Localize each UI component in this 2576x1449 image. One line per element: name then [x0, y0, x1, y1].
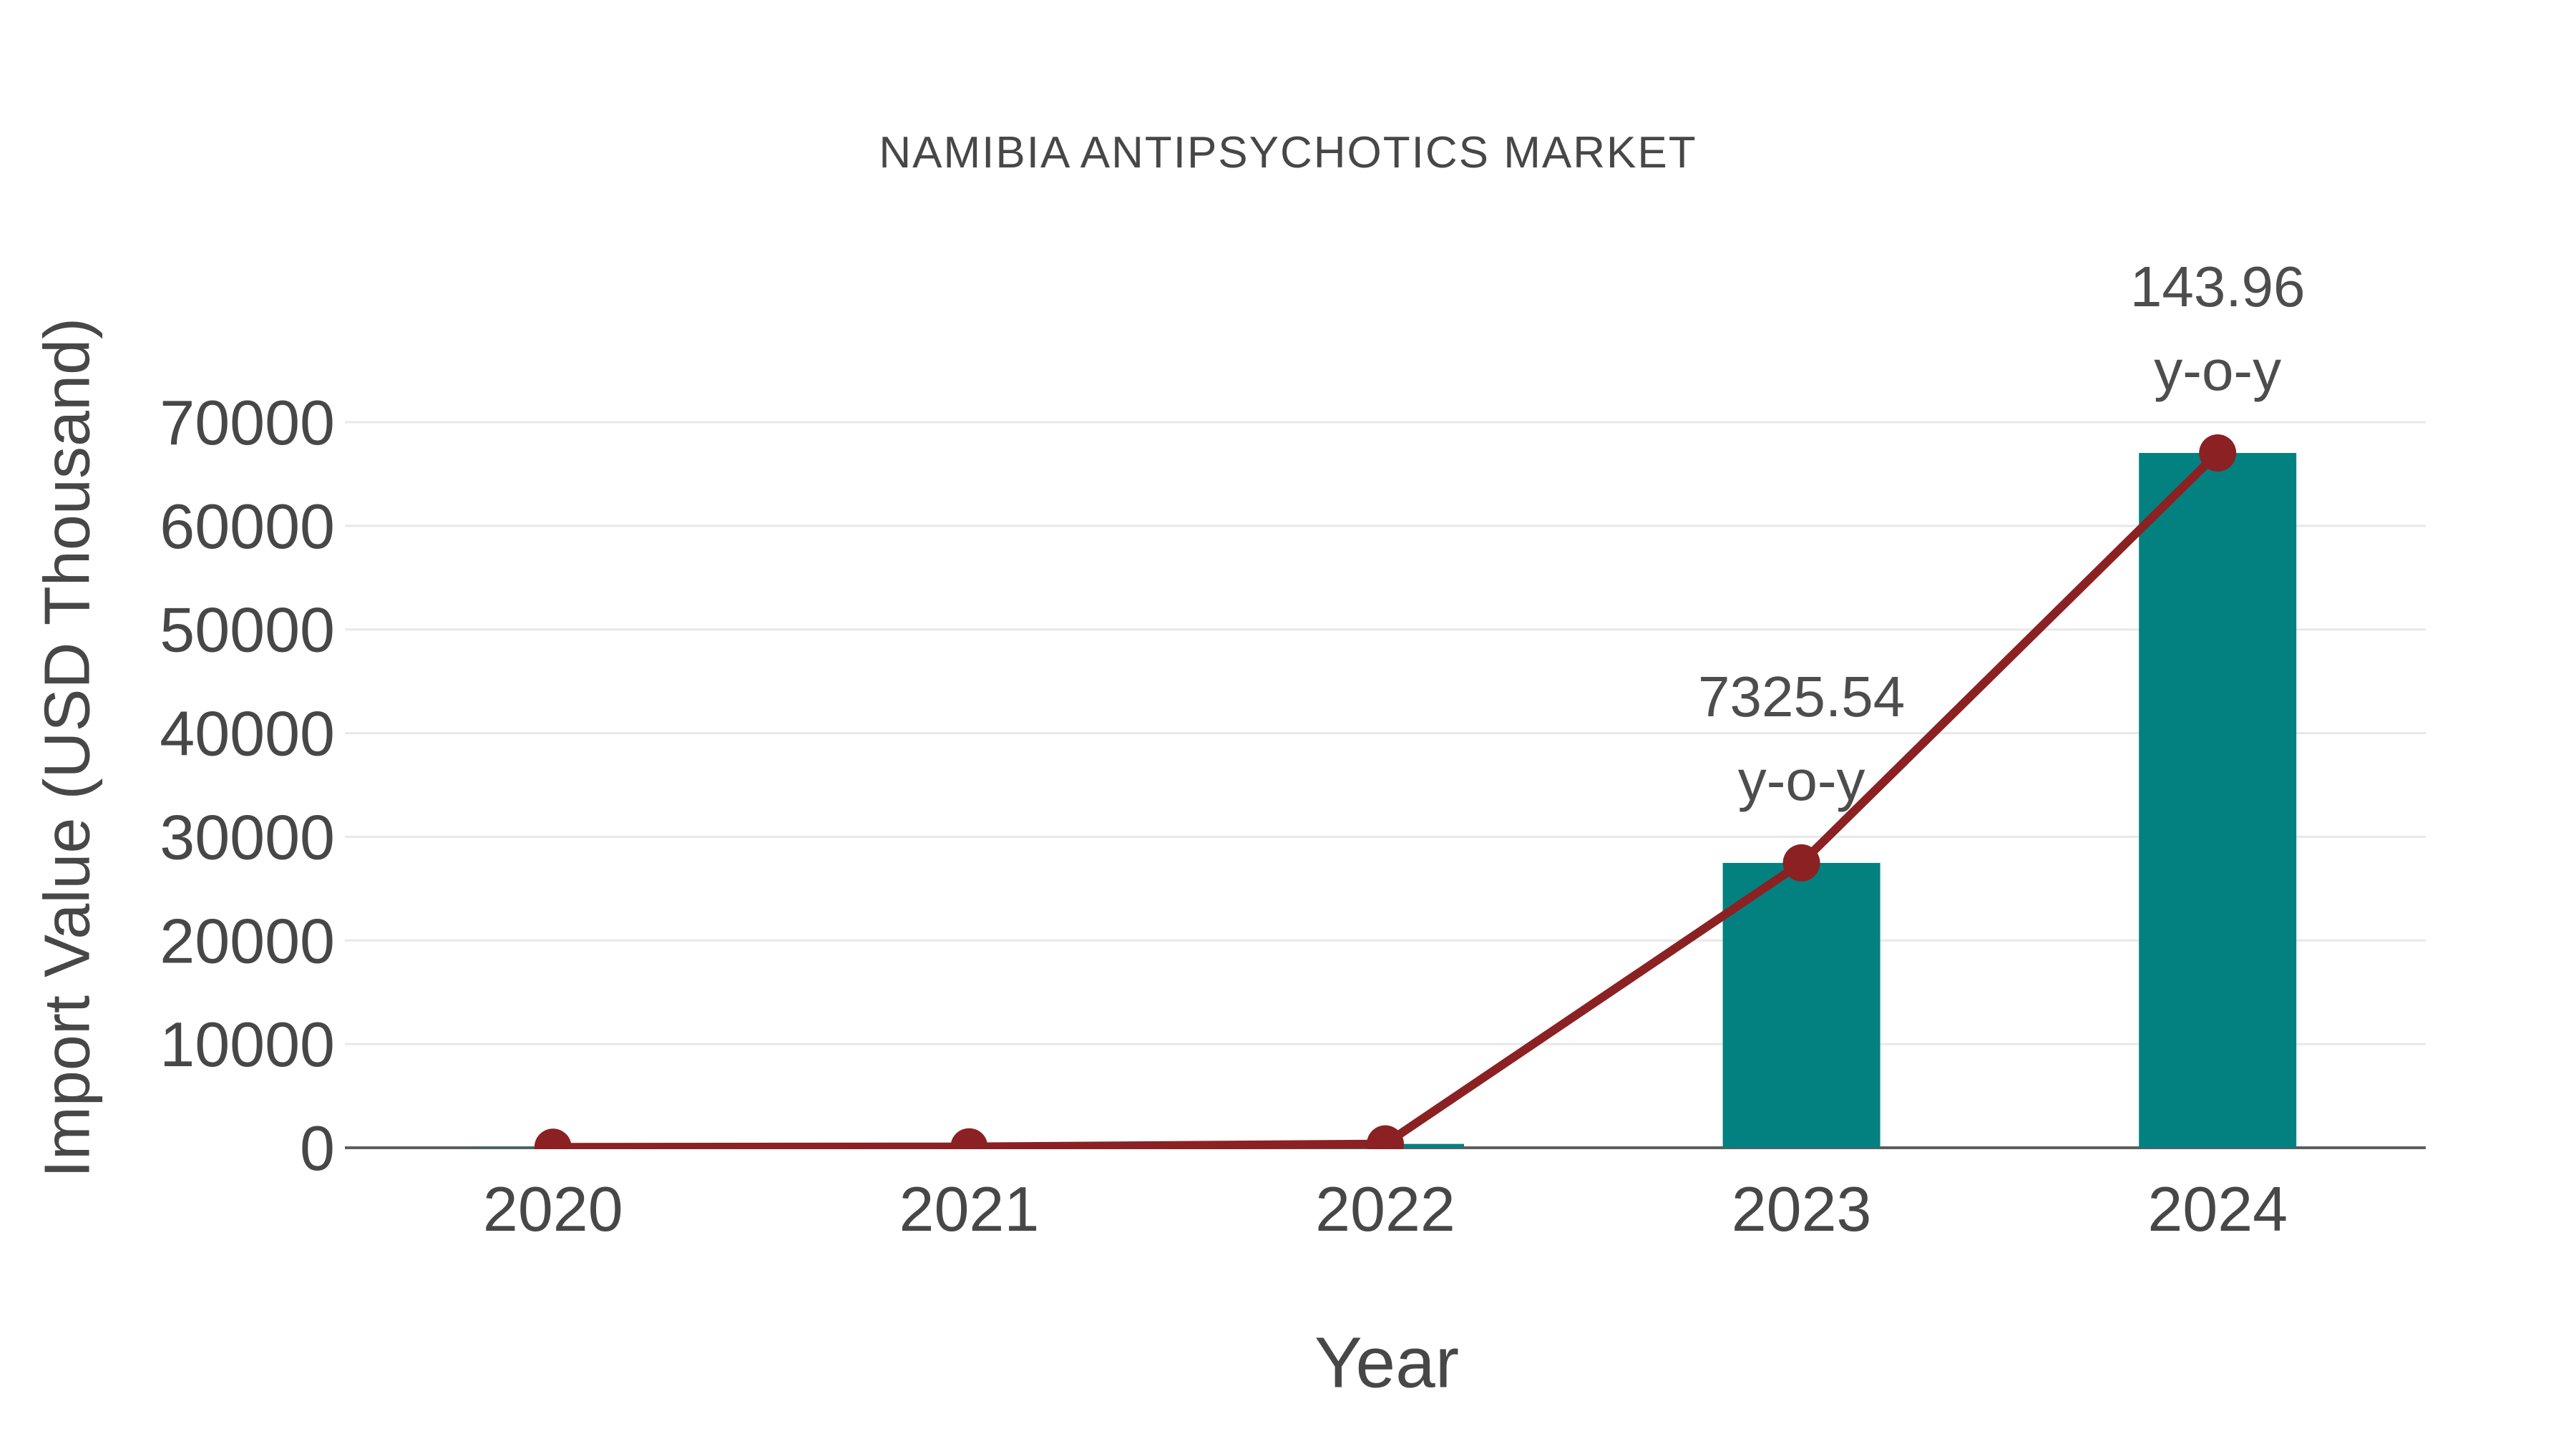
- x-axis-title: Year: [1314, 1322, 1460, 1403]
- x-tick-label-2023: 2023: [1732, 1174, 1872, 1244]
- chart-title: NAMIBIA ANTIPSYCHOTICS MARKET: [879, 128, 1697, 177]
- x-tick-label-2020: 2020: [483, 1174, 623, 1244]
- annotation-yoy-2023: y-o-y: [1738, 748, 1865, 812]
- y-tick-labels: 0 10000 20000 30000 40000 50000 60000 70000: [160, 387, 335, 1184]
- bar-2024: [2139, 453, 2297, 1148]
- y-tick-label-0: 0: [300, 1113, 335, 1184]
- line-series: [534, 434, 2237, 1149]
- y-tick-label-30000: 30000: [160, 801, 335, 872]
- y-tick-label-60000: 60000: [160, 491, 335, 562]
- x-tick-label-2021: 2021: [899, 1174, 1040, 1244]
- annotation-value-2023: 7325.54: [1698, 665, 1905, 728]
- line-marker-2021: [950, 1128, 988, 1149]
- x-tick-labels: 2020 2021 2022 2023 2024: [483, 1174, 2288, 1244]
- gridlines: [345, 421, 2426, 1045]
- y-tick-label-50000: 50000: [160, 595, 335, 665]
- y-tick-label-20000: 20000: [160, 905, 335, 976]
- line-marker-2022: [1367, 1125, 1404, 1149]
- line-marker-2024: [2199, 434, 2237, 472]
- bar-2023: [1722, 862, 1880, 1148]
- annotation-yoy-2024: y-o-y: [2154, 338, 2281, 402]
- y-tick-label-70000: 70000: [160, 387, 335, 458]
- bar-series: [474, 453, 2297, 1148]
- y-tick-label-40000: 40000: [160, 698, 335, 769]
- x-tick-label-2022: 2022: [1315, 1174, 1455, 1244]
- line-marker-2023: [1782, 844, 1820, 882]
- y-tick-label-10000: 10000: [160, 1009, 335, 1080]
- annotations: 7325.54 y-o-y 143.96 y-o-y: [1698, 255, 2306, 812]
- x-tick-label-2024: 2024: [2147, 1174, 2288, 1244]
- annotation-value-2024: 143.96: [2130, 255, 2306, 318]
- line-marker-2020: [534, 1128, 572, 1149]
